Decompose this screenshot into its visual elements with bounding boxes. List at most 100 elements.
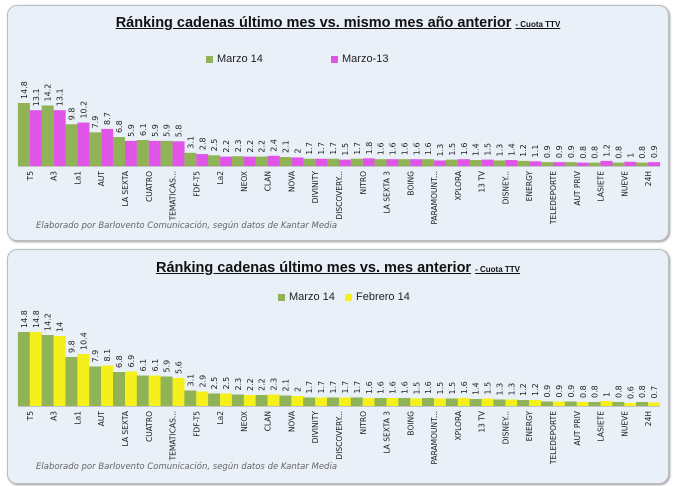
bar xyxy=(553,162,565,166)
bar xyxy=(243,395,256,406)
data-label: 1.6 xyxy=(424,142,433,155)
data-label: 6.8 xyxy=(115,120,124,133)
legend-item-series-1: Marzo 14 xyxy=(206,53,263,65)
data-label: 1.7 xyxy=(305,142,314,155)
category-label: La2 xyxy=(216,411,225,425)
bar xyxy=(327,397,339,406)
legend-swatch xyxy=(278,293,285,301)
bar xyxy=(148,140,161,166)
bar xyxy=(267,155,280,166)
data-label: 1.5 xyxy=(412,382,421,395)
bar xyxy=(255,395,268,406)
category-label: ENERGY xyxy=(525,411,534,442)
legend-swatch xyxy=(331,55,338,63)
data-label: 5.9 xyxy=(163,360,172,373)
data-label: 1.5 xyxy=(341,143,350,156)
category-label: La1 xyxy=(73,171,82,185)
category-label: DIVINITY xyxy=(311,411,320,444)
category-label: PARAMOUNT... xyxy=(430,411,439,465)
bar xyxy=(445,398,458,406)
legend-swatch xyxy=(206,55,213,63)
bar xyxy=(422,159,435,166)
data-label: 14.8 xyxy=(20,81,29,99)
bar xyxy=(648,402,661,406)
bar xyxy=(231,394,244,406)
bar xyxy=(469,399,482,406)
data-label: 1.1 xyxy=(531,145,540,158)
data-label: 2.2 xyxy=(258,378,267,391)
category-label: La2 xyxy=(216,171,225,185)
legend-label: Marzo 14 xyxy=(289,291,335,303)
bar xyxy=(434,398,447,406)
data-label: 0.9 xyxy=(650,145,659,158)
category-label: XPLORA xyxy=(454,410,463,440)
bar xyxy=(434,160,447,166)
category-label: NITRO xyxy=(359,171,368,195)
data-label: 13.1 xyxy=(32,88,41,106)
bar xyxy=(517,160,530,166)
bar xyxy=(457,159,470,166)
bar xyxy=(529,161,542,166)
data-label: 1.7 xyxy=(317,381,326,394)
bar xyxy=(136,140,149,166)
category-label: LASIETE xyxy=(597,171,606,202)
bar xyxy=(53,336,66,406)
data-label: 1.3 xyxy=(495,144,504,157)
data-label: 1.6 xyxy=(377,381,386,394)
data-label: 14.2 xyxy=(44,313,53,331)
bar xyxy=(350,158,363,166)
footnote: Elaborado por Barlovento Comunicación, s… xyxy=(36,462,338,472)
data-label: 1.7 xyxy=(305,381,314,394)
data-label: 0.8 xyxy=(638,385,647,398)
category-label: A3 xyxy=(50,411,59,421)
bar xyxy=(386,159,399,166)
data-label: 5.6 xyxy=(175,361,184,374)
chart-panel-month-comparison: Ránking cadenas último mes vs. mes anter… xyxy=(7,249,669,484)
data-label: 1 xyxy=(603,392,612,397)
bar xyxy=(541,162,553,166)
category-label: NITRO xyxy=(359,411,368,435)
bar xyxy=(208,155,221,166)
bar xyxy=(303,158,316,166)
data-label: 0.8 xyxy=(579,385,588,398)
bar xyxy=(65,124,78,166)
bar xyxy=(17,102,30,166)
bar xyxy=(255,156,268,166)
bar xyxy=(339,159,351,166)
bar xyxy=(184,152,197,166)
legend-item-series-1: Marzo 14 xyxy=(278,291,335,303)
data-label: 0.8 xyxy=(614,146,623,159)
data-label: 2.2 xyxy=(246,378,255,391)
bar xyxy=(481,159,494,166)
category-label: ENERGY xyxy=(525,171,534,202)
data-label: 2.2 xyxy=(258,140,267,153)
data-label: 6.1 xyxy=(139,359,148,372)
bar xyxy=(576,162,589,166)
category-label: TELEDEPORTE xyxy=(549,171,558,225)
data-label: 5.9 xyxy=(127,124,136,137)
chart-title: Ránking cadenas último mes vs. mes anter… xyxy=(8,260,668,276)
category-label: NUEVE xyxy=(620,411,629,437)
category-label: La1 xyxy=(73,411,82,425)
bar xyxy=(624,161,637,166)
data-label: 10.2 xyxy=(79,101,88,119)
data-label: 1.5 xyxy=(484,143,493,156)
subtitle-text: - Cuota TTV xyxy=(515,20,561,29)
category-label: BOING xyxy=(406,411,415,436)
category-label: A3 xyxy=(50,171,59,181)
bar xyxy=(291,157,304,166)
bar xyxy=(505,160,518,166)
data-label: 1.4 xyxy=(472,382,481,395)
bar xyxy=(529,400,542,406)
category-label: 24H xyxy=(644,171,653,186)
bar xyxy=(410,398,423,406)
data-label: 1.7 xyxy=(317,142,326,155)
category-label: AUT PRIV xyxy=(573,170,582,206)
bar xyxy=(374,159,387,166)
title-text: Ránking cadenas último mes vs. mes anter… xyxy=(155,260,472,276)
data-label: 14.2 xyxy=(44,84,53,102)
category-label: LA SEXTA xyxy=(121,410,130,446)
data-label: 7.9 xyxy=(91,350,100,363)
data-label: 1.5 xyxy=(448,143,457,156)
